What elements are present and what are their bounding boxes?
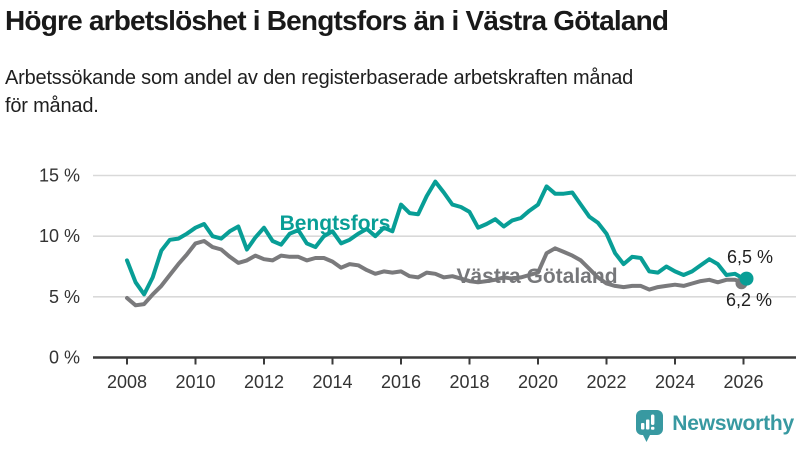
series-line-bengtsfors xyxy=(125,179,746,297)
x-axis-label: 2018 xyxy=(449,372,489,392)
chart-subtitle: Arbetssökande som andel av den registerb… xyxy=(5,64,633,120)
x-axis-label: 2008 xyxy=(107,372,147,392)
x-axis-label: 2026 xyxy=(723,372,763,392)
x-axis-label: 2024 xyxy=(655,372,695,392)
x-axis-label: 2020 xyxy=(518,372,558,392)
end-dot-bengtsfors xyxy=(739,271,754,286)
series-line-vastra-gotaland xyxy=(125,239,746,308)
end-value-label-bengtsfors: 6,5 % xyxy=(727,247,773,267)
series-label-bengtsfors: Bengtsfors xyxy=(280,212,391,235)
y-axis-label: 15 % xyxy=(39,166,80,186)
x-axis-label: 2010 xyxy=(175,372,215,392)
subtitle-line-2: för månad. xyxy=(5,95,99,117)
bar-chart-bubble-icon xyxy=(636,410,664,442)
x-axis-label: 2022 xyxy=(586,372,626,392)
x-axis-label: 2012 xyxy=(244,372,284,392)
subtitle-line-1: Arbetssökande som andel av den registerb… xyxy=(5,67,634,89)
end-dot-vastra-gotaland xyxy=(735,277,748,290)
end-value-label-vastra-gotaland: 6,2 % xyxy=(726,290,772,310)
page-title: Högre arbetslöshet i Bengtsfors än i Väs… xyxy=(5,5,669,36)
y-axis-label: 5 % xyxy=(49,287,80,307)
x-axis-label: 2016 xyxy=(381,372,421,392)
y-axis-label: 0 % xyxy=(49,348,80,368)
x-axis-label: 2014 xyxy=(312,372,352,392)
series-label-vastra-gotaland: Västra Götaland xyxy=(456,265,617,288)
newsworthy-wordmark: Newsworthy xyxy=(672,412,794,435)
newsworthy-logo[interactable]: Newsworthy xyxy=(635,409,794,447)
y-axis-label: 10 % xyxy=(39,226,80,246)
